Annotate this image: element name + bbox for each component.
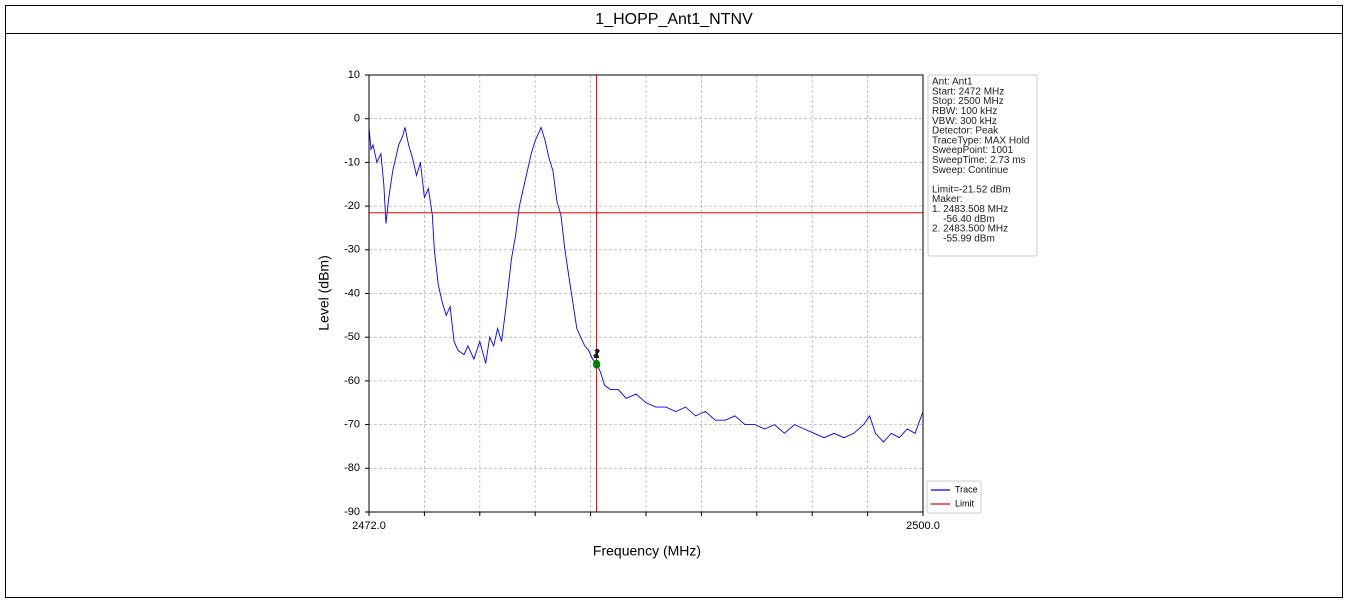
info-box <box>927 74 1038 257</box>
outer-border <box>5 5 1343 598</box>
y-axis-label: Level (dBm) <box>316 255 332 330</box>
y-tick-label: -90 <box>344 506 360 518</box>
y-tick-label: -20 <box>344 200 360 212</box>
info-line: -56.40 dBm <box>932 214 995 225</box>
y-tick-label: -30 <box>344 244 360 256</box>
info-line: TraceType: MAX Hold <box>932 135 1029 146</box>
y-tick-label: -40 <box>344 287 360 299</box>
legend-label: Trace <box>955 484 978 494</box>
info-line: Ant: Ant1 <box>932 77 973 88</box>
y-tick-label: 10 <box>348 69 360 81</box>
info-line: SweepPoint: 1001 <box>932 145 1014 156</box>
info-line: SweepTime: 2.73 ms <box>932 155 1026 166</box>
y-tick-label: -70 <box>344 419 360 431</box>
info-line: Limit=-21.52 dBm <box>932 184 1011 195</box>
x-tick-label: 2472.0 <box>352 520 386 532</box>
y-tick-label: 0 <box>354 113 360 125</box>
marker-label: 1 <box>594 349 600 361</box>
x-tick-label: 2500.0 <box>906 520 940 532</box>
y-tick-label: -50 <box>344 331 360 343</box>
info-line: RBW: 100 kHz <box>932 106 997 117</box>
marker-label: 2 <box>592 347 599 359</box>
y-tick-label: -10 <box>344 156 360 168</box>
info-line: -55.99 dBm <box>932 233 995 244</box>
info-line: Start: 2472 MHz <box>932 86 1004 97</box>
info-line: Detector: Peak <box>932 126 999 137</box>
x-axis-label: Frequency (MHz) <box>593 543 701 559</box>
marker-point <box>593 359 601 367</box>
info-line: VBW: 300 kHz <box>932 116 997 127</box>
y-tick-label: -60 <box>344 375 360 387</box>
report-title: 1_HOPP_Ant1_NTNV <box>595 11 753 28</box>
info-line: 1. 2483.508 MHz <box>932 204 1008 215</box>
plot-frame <box>368 74 924 513</box>
info-line: Maker: <box>932 194 963 205</box>
legend-box <box>926 480 982 514</box>
info-line: Stop: 2500 MHz <box>932 96 1004 107</box>
trace-line <box>368 126 924 443</box>
y-tick-label: -80 <box>344 462 360 474</box>
info-line: 2. 2483.500 MHz <box>932 224 1008 235</box>
info-line: Sweep: Continue <box>932 165 1009 176</box>
legend-label: Limit <box>955 498 975 508</box>
